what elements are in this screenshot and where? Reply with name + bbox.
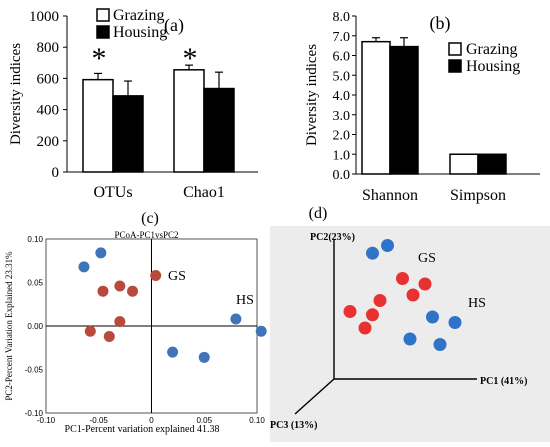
c-x-tick-label: -0.10	[37, 416, 56, 425]
b-legend-label: Grazing	[466, 41, 518, 58]
b-legend-swatch-housing	[448, 59, 462, 73]
c-point-hs	[167, 346, 179, 358]
b-bar-housing	[389, 45, 419, 175]
b-legend-swatch-grazing	[448, 42, 462, 56]
b-legend-label: Housing	[466, 58, 520, 75]
a-y-tick-label: 400	[37, 103, 60, 119]
d-axis-pc3	[294, 378, 335, 415]
a-y-tick-label: 600	[37, 71, 60, 87]
d-point-gs	[366, 308, 379, 322]
a-y-tick-label: 0	[52, 165, 60, 181]
c-panel-label: (c)	[141, 210, 159, 227]
c-point-gs	[127, 285, 139, 297]
a-y-tick-label: 200	[37, 134, 60, 150]
b-y-tick-label: 2.0	[333, 129, 351, 144]
c-y-tick-label: -0.10	[25, 409, 44, 418]
d-axis-label-pc3: PC3 (13%)	[270, 420, 318, 431]
b-y-tick-label: 6.0	[333, 50, 351, 65]
c-point-hs	[95, 247, 107, 259]
a-bar-grazing	[82, 78, 114, 173]
c-point-gs	[103, 330, 115, 342]
b-y-tick-label: 7.0	[333, 30, 351, 45]
a-y-tick-label: 800	[37, 40, 60, 56]
c-y-axis-label: PC2-Percent Variation Explained 23.31%	[4, 251, 14, 401]
a-panel-label: (a)	[164, 15, 184, 36]
d-point-hs	[448, 316, 462, 329]
d-annotation-gs: GS	[418, 251, 436, 266]
d-point-gs	[406, 288, 420, 302]
a-bar-housing	[112, 95, 144, 173]
c-point-gs	[114, 280, 126, 292]
b-y-tick-label: 1.0	[333, 148, 351, 163]
c-point-hs	[255, 325, 267, 337]
a-significance-star: *	[183, 42, 198, 75]
b-category-label: Simpson	[450, 187, 506, 204]
c-point-hs	[230, 313, 242, 325]
b-y-tick-label: 8.0	[333, 10, 351, 25]
a-y-tick-label: 1000	[29, 9, 59, 25]
d-point-gs	[343, 305, 357, 318]
d-point-hs	[381, 239, 394, 252]
b-bar-grazing	[361, 40, 391, 175]
a-y-axis-label: Diversity indices	[8, 43, 24, 145]
c-point-gs	[114, 316, 126, 328]
d-point-hs	[433, 338, 447, 351]
d-annotation-hs: HS	[468, 296, 486, 311]
c-point-gs	[150, 270, 162, 282]
c-title: PCoA-PC1vsPC2	[114, 230, 178, 240]
b-y-axis-label: Diversity indices	[304, 44, 320, 146]
d-axis-label-pc1: PC1 (41%)	[480, 376, 528, 387]
b-category-label: Shannon	[362, 187, 418, 204]
a-legend-swatch-housing	[96, 25, 110, 39]
d-axis-label-pc2: PC2(23%)	[310, 232, 355, 243]
a-bar-grazing	[173, 69, 205, 173]
d-point-gs	[396, 272, 409, 285]
c-x-axis-label: PC1-Percent variation explained 41.38	[65, 424, 220, 435]
d-panel-label: (d)	[309, 205, 328, 222]
d-point-gs	[373, 294, 387, 307]
c-y-tick-label: -0.05	[25, 366, 44, 375]
c-y-tick-label: 0.05	[27, 279, 43, 288]
b-y-tick-label: 5.0	[333, 69, 351, 84]
b-bar-grazing	[449, 153, 479, 175]
c-x-tick-label: 0	[149, 416, 154, 425]
b-bar-housing	[477, 153, 507, 175]
a-legend-swatch-grazing	[96, 8, 110, 22]
a-significance-star: *	[92, 42, 107, 75]
a-category-label: OTUs	[93, 184, 132, 201]
a-bar-housing	[203, 87, 235, 173]
d-point-gs	[418, 277, 432, 291]
a-category-label: Chao1	[183, 184, 225, 201]
d-point-hs	[366, 246, 379, 260]
d-point-gs	[358, 321, 372, 335]
b-y-tick-label: 0.0	[333, 168, 351, 183]
d-point-hs	[426, 310, 439, 324]
c-x-tick-label: 0.05	[196, 416, 212, 425]
c-x-tick-label: 0.10	[249, 416, 265, 425]
b-panel-label: (b)	[430, 13, 451, 34]
c-x-tick-label: -0.05	[90, 416, 109, 425]
c-y-tick-label: 0.00	[27, 322, 43, 331]
c-y-tick-label: 0.10	[27, 235, 43, 244]
c-point-hs	[198, 351, 210, 363]
d-point-hs	[403, 332, 417, 346]
a-legend-label: Housing	[113, 24, 167, 41]
c-annotation-hs: HS	[236, 293, 254, 308]
c-point-hs	[78, 261, 90, 273]
c-point-gs	[97, 285, 109, 297]
b-y-tick-label: 3.0	[333, 109, 351, 124]
a-legend-label: Grazing	[113, 7, 165, 24]
c-point-gs	[84, 325, 96, 337]
b-y-tick-label: 4.0	[333, 89, 351, 104]
c-annotation-gs: GS	[168, 269, 186, 284]
